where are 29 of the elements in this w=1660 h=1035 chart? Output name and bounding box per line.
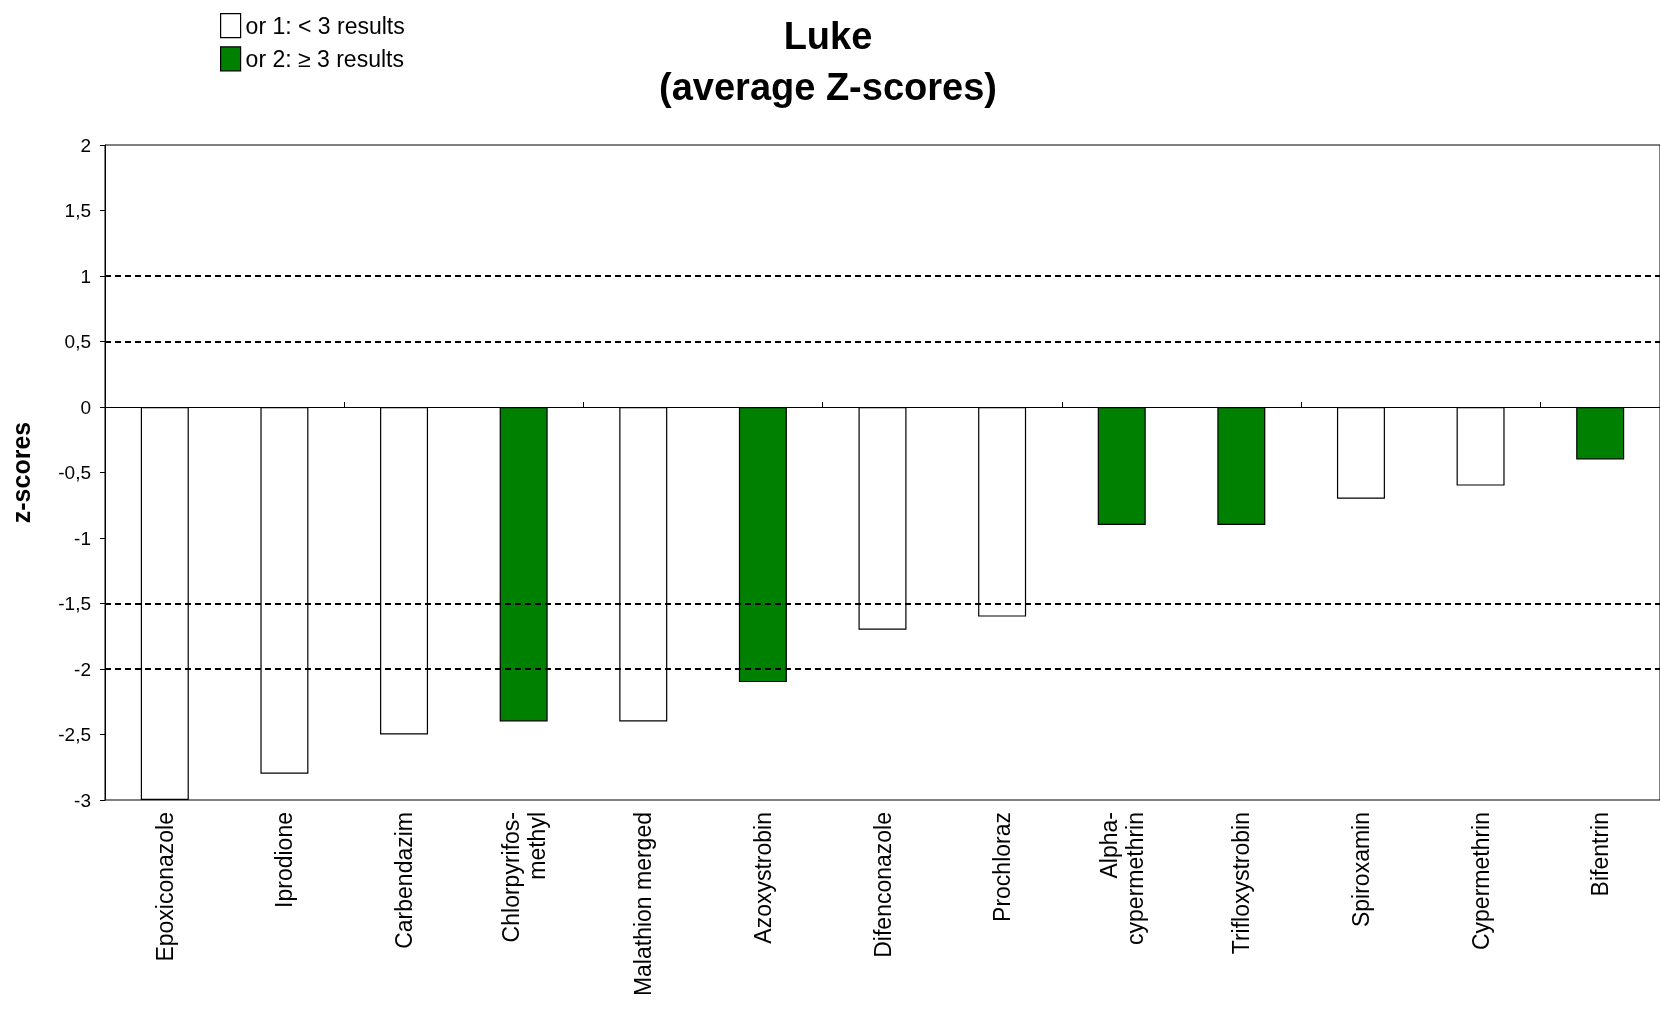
chart-title: Luke	[783, 15, 873, 57]
y-tick-label: -2	[74, 658, 91, 680]
legend-label: or 2: ≥ 3 results	[245, 45, 404, 72]
chart-subtitle: (average Z-scores)	[659, 66, 997, 108]
y-tick-label: 0	[80, 396, 91, 418]
y-tick-label: 1	[80, 265, 91, 287]
y-tick-label: 2	[80, 134, 91, 156]
x-tick-label: Difenconazole	[869, 812, 896, 958]
x-tick-label: Alpha-cypermethrin	[1095, 812, 1148, 945]
x-tick-label: Azoxystrobin	[749, 812, 776, 944]
y-tick-label: -0,5	[58, 462, 91, 483]
x-tick-label: Bifentrin	[1587, 812, 1614, 897]
x-tick-label: Chlorpyrifos-methyl	[497, 812, 550, 943]
y-tick-label: -1	[74, 527, 91, 549]
x-tick-label: Iprodione	[271, 812, 298, 908]
x-tick-label: Cypermethrin	[1467, 812, 1494, 951]
y-tick-label: -2,5	[58, 724, 91, 745]
y-tick-label: -3	[74, 789, 91, 811]
y-tick-label: 0,5	[64, 331, 91, 352]
y-axis-title: z-scores	[6, 421, 35, 524]
x-tick-label: Spiroxamin	[1347, 812, 1374, 928]
x-tick-label: Prochloraz	[989, 812, 1016, 922]
x-tick-label: Epoxiconazole	[151, 812, 178, 962]
y-tick-label: -1,5	[58, 593, 91, 614]
legend-label: or 1: < 3 results	[245, 12, 405, 39]
x-tick-label: Trifloxystrobin	[1228, 812, 1255, 955]
x-tick-label: Malathion merged	[630, 812, 657, 997]
x-tick-label: Carbendazim	[391, 812, 418, 949]
y-tick-label: 1,5	[64, 200, 91, 221]
